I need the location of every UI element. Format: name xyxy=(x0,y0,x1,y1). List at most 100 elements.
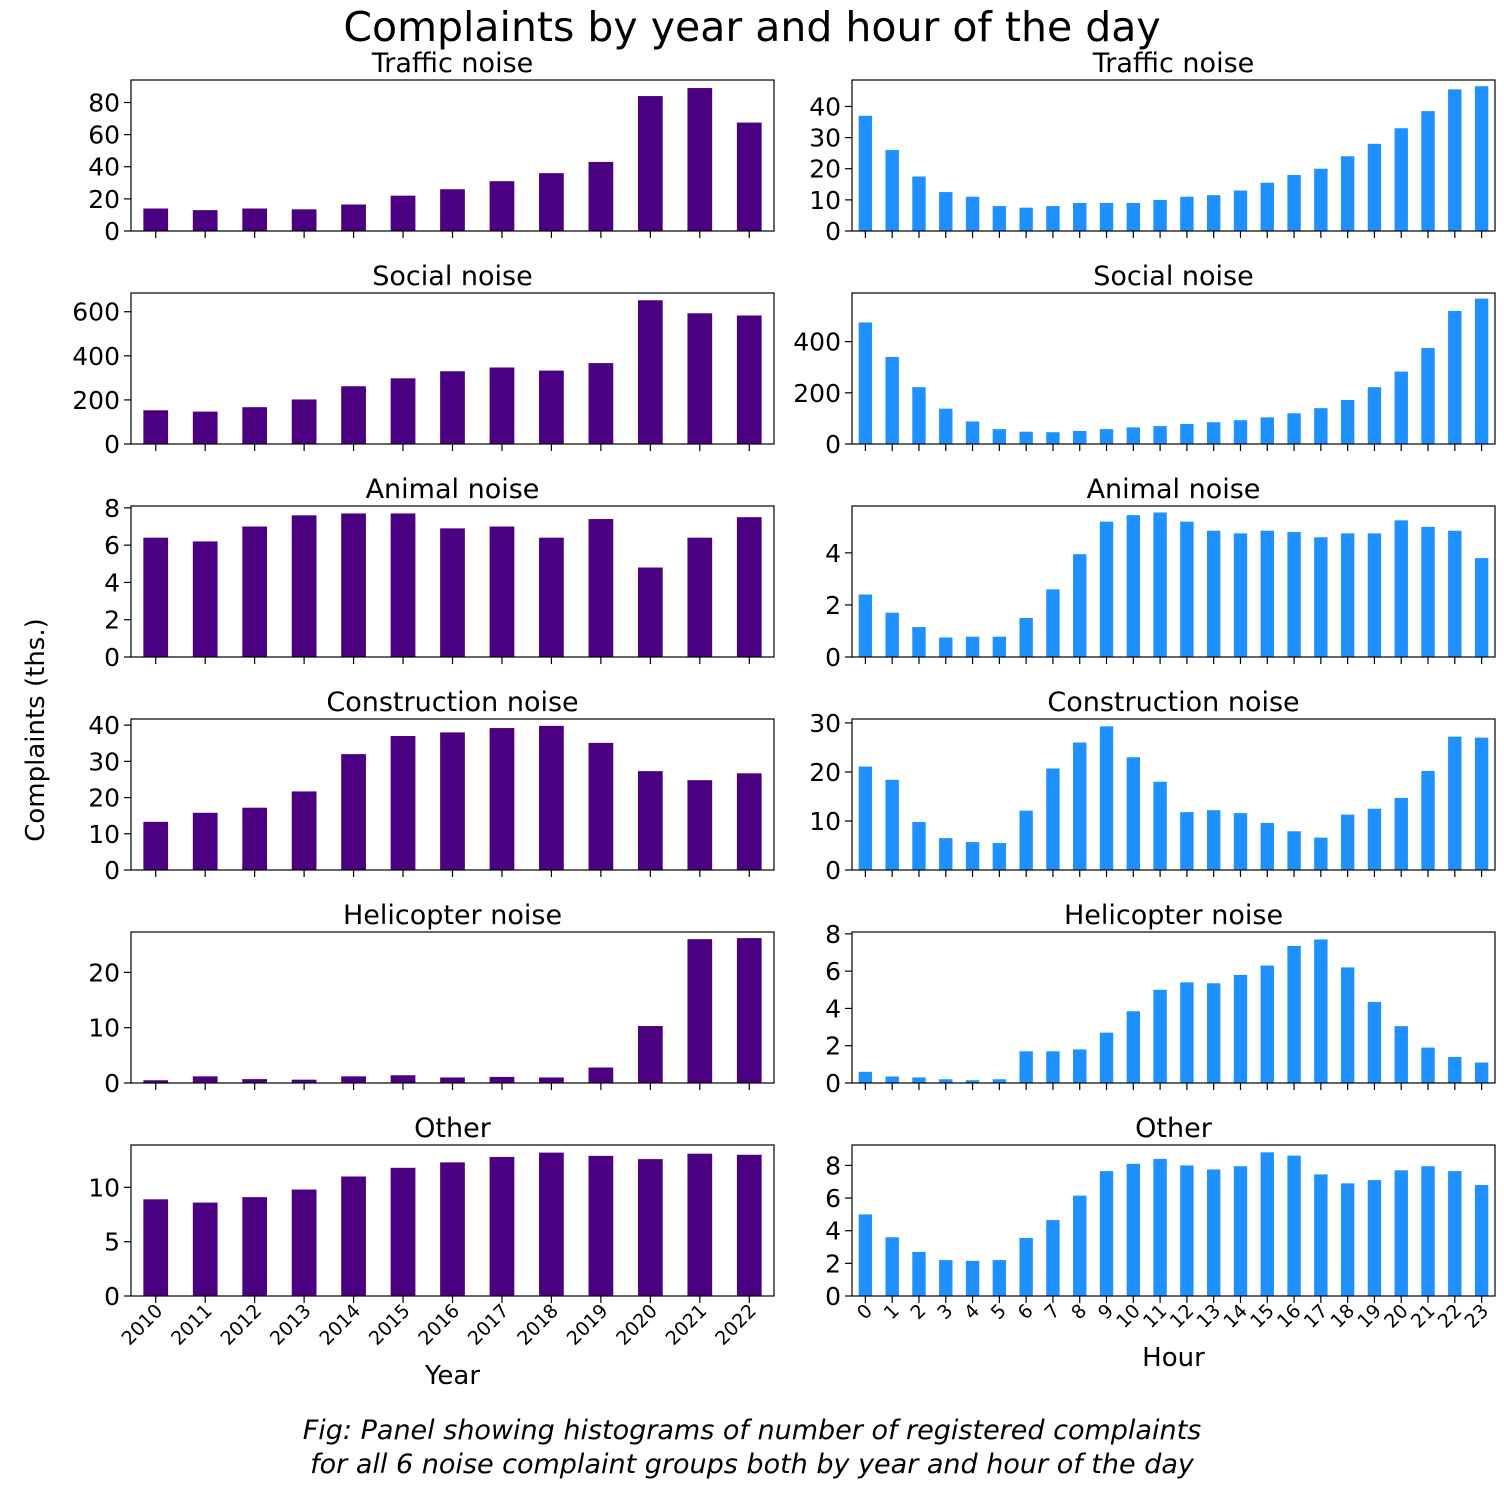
bar-15 xyxy=(1260,965,1274,1083)
bar-18 xyxy=(1340,1183,1355,1296)
bar-21 xyxy=(1421,111,1435,231)
chart-social-noise-hour: Social noise 0 200 400 xyxy=(793,261,1496,459)
bar-2020 xyxy=(637,1159,663,1296)
bar-21 xyxy=(1421,348,1435,444)
y-tick-label: 8 xyxy=(825,920,841,949)
bar-14 xyxy=(1233,974,1248,1083)
bar-6 xyxy=(1019,1051,1033,1083)
chart-animal-noise-hour: Animal noise 0 2 4 xyxy=(825,474,1496,672)
bar-18 xyxy=(1340,967,1355,1083)
bar-11 xyxy=(1153,1158,1167,1296)
bar-15 xyxy=(1260,182,1274,231)
bar-2018 xyxy=(539,537,564,657)
y-tick-label: 0 xyxy=(825,643,841,672)
bar-2016 xyxy=(440,371,465,444)
bar-2010 xyxy=(143,821,169,870)
y-tick-label: 2 xyxy=(104,606,120,635)
x-tick-label: 2011 xyxy=(167,1300,217,1350)
bar-2014 xyxy=(341,386,366,444)
bar-2 xyxy=(912,387,926,444)
bar-3 xyxy=(939,192,953,231)
bar-14 xyxy=(1233,420,1248,444)
bar-15 xyxy=(1260,1152,1274,1296)
bar-2 xyxy=(912,1251,926,1296)
bar-2013 xyxy=(291,1189,317,1296)
bar-2021 xyxy=(687,780,713,870)
bar-10 xyxy=(1126,427,1141,444)
bar-20 xyxy=(1394,1170,1408,1296)
bar-4 xyxy=(965,421,980,444)
y-tick-label: 10 xyxy=(88,1014,120,1043)
bar-1 xyxy=(885,1076,899,1083)
bar-2011 xyxy=(192,411,218,444)
x-tick-label: 3 xyxy=(933,1300,957,1324)
bar-11 xyxy=(1153,781,1167,870)
chart-title: Traffic noise xyxy=(371,48,534,79)
bar-11 xyxy=(1153,426,1167,444)
y-tick-label: 400 xyxy=(72,342,120,371)
bar-12 xyxy=(1180,812,1194,870)
bar-2013 xyxy=(291,1079,317,1083)
bar-9 xyxy=(1099,521,1114,657)
bar-20 xyxy=(1394,1026,1408,1083)
y-tick-label: 0 xyxy=(104,1069,120,1098)
bar-10 xyxy=(1126,757,1141,870)
x-tick-label: 2014 xyxy=(315,1300,365,1350)
bar-21 xyxy=(1421,770,1435,870)
bar-2015 xyxy=(390,195,416,231)
y-tick-label: 0 xyxy=(104,643,120,672)
bar-2015 xyxy=(390,1167,416,1296)
y-tick-label: 0 xyxy=(104,1282,120,1311)
bar-2 xyxy=(912,176,926,231)
bar-2014 xyxy=(341,204,366,231)
x-tick-label: 2021 xyxy=(662,1300,712,1350)
bar-12 xyxy=(1180,1165,1194,1296)
bar-2011 xyxy=(192,210,218,231)
bar-2010 xyxy=(143,537,169,657)
x-tick-label: 2017 xyxy=(464,1300,514,1350)
y-tick-label: 10 xyxy=(809,807,841,836)
y-tick-label: 5 xyxy=(104,1228,120,1257)
y-tick-label: 20 xyxy=(809,758,841,787)
bar-1 xyxy=(885,612,899,657)
bar-19 xyxy=(1367,1001,1382,1083)
bar-2021 xyxy=(687,88,713,231)
bar-2019 xyxy=(588,1155,614,1296)
bar-7 xyxy=(1046,589,1060,657)
bar-2016 xyxy=(440,1077,465,1083)
bar-2011 xyxy=(192,1202,218,1296)
bar-8 xyxy=(1073,1049,1087,1083)
bar-21 xyxy=(1421,526,1435,657)
bar-2017 xyxy=(489,1156,515,1296)
chart-title: Helicopter noise xyxy=(1064,900,1283,931)
bar-22 xyxy=(1448,1056,1462,1083)
bar-19 xyxy=(1367,808,1382,870)
bar-2012 xyxy=(242,526,268,657)
y-tick-label: 0 xyxy=(104,856,120,885)
bar-7 xyxy=(1046,1051,1060,1083)
bar-5 xyxy=(992,429,1007,444)
y-tick-label: 6 xyxy=(825,957,841,986)
bar-5 xyxy=(992,206,1007,231)
bar-2010 xyxy=(143,208,169,231)
bar-3 xyxy=(939,1079,953,1083)
bar-2017 xyxy=(489,728,515,870)
bar-2012 xyxy=(242,807,268,870)
bar-6 xyxy=(1019,1238,1033,1296)
bar-2022 xyxy=(736,938,762,1083)
bar-2018 xyxy=(539,1077,564,1083)
chart-construction-noise-year: Construction noise 0 10 20 30 40 xyxy=(88,687,775,885)
chart-title: Animal noise xyxy=(1087,474,1261,505)
bar-0 xyxy=(858,1071,873,1083)
bar-14 xyxy=(1233,813,1248,870)
y-tick-label: 8 xyxy=(104,494,120,523)
bar-6 xyxy=(1019,207,1033,231)
chart-helicopter-noise-year: Helicopter noise 0 10 20 xyxy=(88,900,775,1098)
bar-3 xyxy=(939,1260,953,1296)
bar-15 xyxy=(1260,530,1274,657)
bar-2014 xyxy=(341,1176,366,1296)
caption-line-2: for all 6 noise complaint groups both by… xyxy=(310,1449,1194,1480)
